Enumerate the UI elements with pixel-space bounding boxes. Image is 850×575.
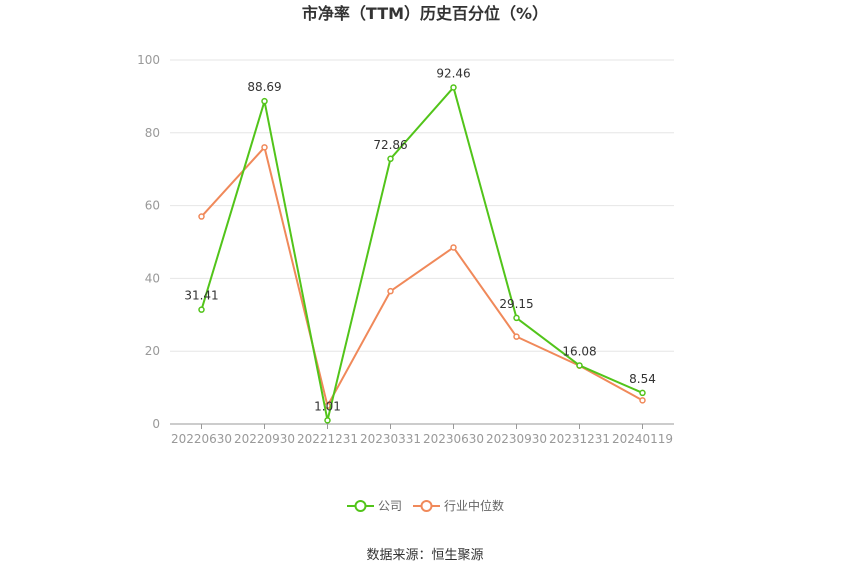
y-tick-label: 40 <box>145 271 160 285</box>
x-tick-label: 20230630 <box>423 432 484 446</box>
x-tick-label: 20221231 <box>297 432 358 446</box>
y-axis-ticks: 0 20 40 60 80 100 <box>137 53 160 431</box>
point-industry-median[interactable] <box>387 287 394 295</box>
data-label-company: 29.15 <box>499 297 533 311</box>
point-industry-median[interactable] <box>450 244 457 251</box>
legend[interactable]: 公司 行业中位数 <box>347 498 504 513</box>
y-tick-label: 20 <box>145 344 160 358</box>
data-label-company: 1.01 <box>314 399 341 413</box>
data-label-company: 72.86 <box>373 138 407 152</box>
point-company[interactable] <box>639 389 646 397</box>
y-tick-label: 80 <box>145 126 160 140</box>
point-company[interactable] <box>198 306 205 313</box>
data-label-company: 16.08 <box>562 344 596 358</box>
chart-title: 市净率（TTM）历史百分位（%） <box>302 4 548 23</box>
point-company[interactable] <box>324 417 331 424</box>
legend-item-company[interactable]: 公司 <box>347 499 402 513</box>
point-industry-median[interactable] <box>261 144 268 151</box>
point-company[interactable] <box>387 155 394 163</box>
legend-company-label: 公司 <box>378 499 402 513</box>
legend-company-marker <box>354 500 367 512</box>
point-company[interactable] <box>261 97 268 105</box>
x-tick-label: 20220930 <box>234 432 295 446</box>
x-tick-label: 20240119 <box>612 432 673 446</box>
legend-industry-marker <box>420 500 433 512</box>
grid <box>170 59 674 352</box>
point-company[interactable] <box>513 314 520 322</box>
data-label-company: 8.54 <box>629 372 656 386</box>
data-label-company: 88.69 <box>247 80 281 94</box>
legend-industry-label: 行业中位数 <box>444 498 504 513</box>
y-tick-label: 0 <box>152 417 160 431</box>
x-tick-label: 20220630 <box>171 432 232 446</box>
y-tick-label: 100 <box>137 53 160 67</box>
x-tick-label: 20230930 <box>486 432 547 446</box>
data-source: 数据来源：恒生聚源 <box>366 548 483 563</box>
series-line-company <box>200 86 643 422</box>
series-line-industry-median <box>200 146 643 407</box>
x-tick-label: 20231231 <box>549 432 610 446</box>
point-industry-median[interactable] <box>198 213 205 220</box>
data-label-company: 31.41 <box>184 289 218 303</box>
point-company[interactable] <box>450 84 457 91</box>
point-industry-median[interactable] <box>513 333 520 340</box>
legend-item-industry-median[interactable]: 行业中位数 <box>413 498 504 513</box>
data-label-company: 92.46 <box>436 66 470 80</box>
x-tick-label: 20230331 <box>360 432 421 446</box>
data-labels: 31.41 88.69 1.01 72.86 92.46 29.15 16.08 8.54 <box>184 66 656 413</box>
x-axis-ticks: 20220630 20220930 20221231 20230331 20230630… <box>171 424 673 446</box>
series-layer <box>198 84 646 424</box>
point-industry-median[interactable] <box>639 397 646 404</box>
point-company[interactable] <box>576 362 583 369</box>
y-tick-label: 60 <box>145 199 160 213</box>
